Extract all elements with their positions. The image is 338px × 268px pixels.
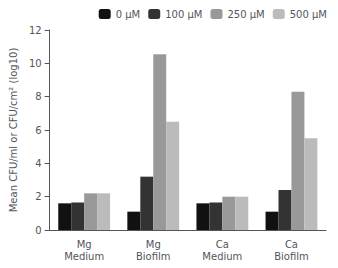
svg-text:Mean CFU/ml or CFU/cm² (log10): Mean CFU/ml or CFU/cm² (log10) bbox=[8, 48, 19, 213]
svg-text:100 μM: 100 μM bbox=[165, 9, 202, 20]
svg-text:12: 12 bbox=[29, 25, 42, 36]
svg-text:Ca: Ca bbox=[285, 239, 298, 250]
svg-text:Mg: Mg bbox=[77, 239, 92, 250]
svg-text:500 μM: 500 μM bbox=[290, 9, 327, 20]
svg-text:Biofilm: Biofilm bbox=[274, 251, 309, 262]
svg-text:Medium: Medium bbox=[64, 251, 104, 262]
svg-text:2: 2 bbox=[35, 191, 41, 202]
svg-text:0: 0 bbox=[35, 225, 41, 236]
svg-text:250 μM: 250 μM bbox=[227, 9, 264, 20]
svg-text:Mg: Mg bbox=[146, 239, 161, 250]
svg-text:8: 8 bbox=[35, 91, 41, 102]
svg-text:10: 10 bbox=[29, 58, 42, 69]
svg-text:4: 4 bbox=[35, 158, 41, 169]
svg-text:0 μM: 0 μM bbox=[116, 9, 141, 20]
svg-text:Medium: Medium bbox=[202, 251, 242, 262]
svg-text:Biofilm: Biofilm bbox=[136, 251, 171, 262]
svg-text:6: 6 bbox=[35, 125, 41, 136]
svg-text:Ca: Ca bbox=[216, 239, 229, 250]
